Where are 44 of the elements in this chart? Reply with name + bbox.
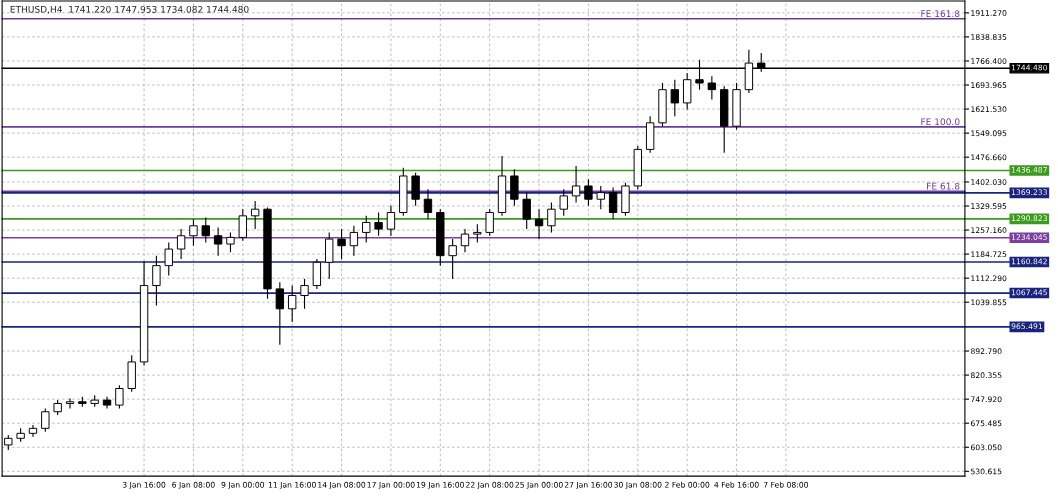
candlestick [41, 407, 50, 433]
candlestick [559, 188, 568, 217]
candlestick [485, 208, 494, 237]
candlestick [189, 218, 198, 247]
candlestick [374, 211, 383, 237]
candlestick [349, 225, 359, 257]
candlestick [325, 231, 334, 280]
candlestick [547, 201, 556, 233]
candlestick [275, 281, 285, 346]
candlestick [571, 165, 581, 204]
candlestick [362, 215, 371, 243]
candlestick [337, 228, 346, 260]
candlestick [115, 384, 124, 409]
candlestick [312, 258, 322, 290]
candlestick [682, 72, 692, 111]
candlestick [596, 185, 605, 210]
candlestick [670, 79, 680, 117]
candlestick [300, 278, 309, 310]
candlestick [164, 241, 173, 277]
candlestick [411, 172, 420, 207]
candlestick [152, 255, 161, 307]
candlestick [386, 205, 396, 237]
chart-title: ETHUSD,H4 1741.220 1747.953 1734.082 1744.480 [10, 5, 249, 14]
candlestick [287, 285, 297, 323]
candlestick [584, 178, 593, 207]
candlestick [522, 192, 531, 230]
ref-line-label: FE 100.0 [921, 118, 960, 126]
ref-line-label: FE 61.8 [927, 182, 960, 190]
candlestick [213, 226, 223, 257]
candlestick [65, 397, 75, 409]
candlestick [28, 424, 38, 438]
candlestick [201, 216, 210, 243]
candlestick [250, 200, 260, 230]
candlestick [238, 208, 247, 242]
candlestick [448, 238, 457, 280]
candlestick [226, 231, 235, 253]
candlestick [460, 228, 470, 253]
candlestick [176, 228, 186, 260]
candlestick [423, 188, 433, 220]
candlestick [707, 75, 717, 101]
candlestick [608, 187, 618, 220]
candlestick [510, 168, 519, 207]
candlestick [473, 223, 482, 243]
ref-line-label: FE 161.8 [921, 10, 960, 18]
